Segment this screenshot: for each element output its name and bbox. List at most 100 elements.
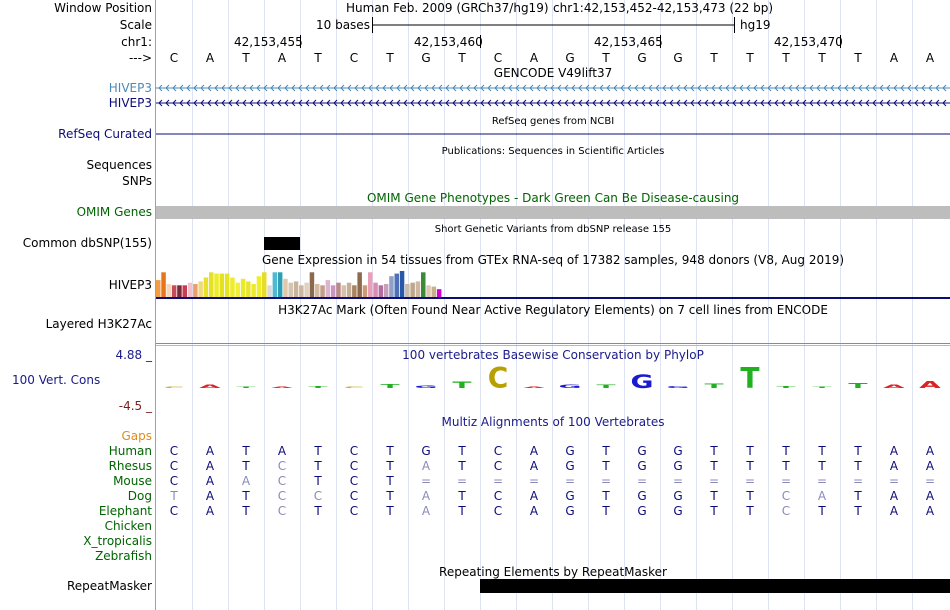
gtex-tissue-bar[interactable] — [341, 285, 347, 297]
gtex-tissue-bar[interactable] — [171, 285, 177, 297]
alignment-base: T — [818, 504, 826, 518]
ruler-base: T — [242, 51, 250, 65]
strand-chevron — [305, 84, 310, 92]
gtex-tissue-bar[interactable] — [161, 272, 166, 297]
gridline — [264, 0, 265, 610]
gtex-tissue-bar[interactable] — [209, 272, 214, 297]
omim-phenotype-bar[interactable] — [156, 206, 950, 219]
gtex-tissue-bar[interactable] — [214, 273, 219, 297]
h3k27ac-signal-line[interactable] — [156, 343, 950, 344]
gtex-tissue-bar[interactable] — [193, 284, 198, 297]
scale-bar-text: 10 bases — [316, 18, 370, 32]
gtex-tissue-bar[interactable] — [304, 282, 309, 297]
gtex-tissue-bar[interactable] — [362, 285, 368, 297]
strand-chevron — [746, 84, 751, 92]
gridline — [516, 0, 517, 610]
gtex-tissue-bar[interactable] — [415, 281, 421, 297]
strand-chevron — [235, 99, 240, 107]
gtex-tissue-bar[interactable] — [436, 289, 442, 297]
gtex-tissue-bar[interactable] — [315, 284, 320, 297]
gencode-transcripts[interactable] — [156, 0, 950, 110]
gtex-tissue-bar[interactable] — [267, 285, 272, 297]
track-label-repeatmasker[interactable]: RepeatMasker — [66, 579, 152, 593]
gtex-tissue-bar[interactable] — [156, 280, 161, 297]
gtex-tissue-bar[interactable] — [187, 282, 193, 297]
gtex-tissue-bar[interactable] — [256, 276, 262, 297]
gtex-tissue-bar[interactable] — [309, 272, 315, 297]
gtex-tissue-bar[interactable] — [177, 285, 182, 297]
gtex-tissue-bar[interactable] — [383, 284, 389, 297]
gtex-tissue-bar[interactable] — [330, 285, 336, 297]
track-label-snps[interactable]: SNPs — [122, 174, 152, 188]
gtex-tissue-bar[interactable] — [373, 282, 378, 297]
alignment-base: = — [780, 474, 792, 488]
gtex-tissue-bar[interactable] — [224, 273, 230, 297]
strand-chevron — [921, 84, 926, 92]
repeat-element-block[interactable] — [480, 579, 950, 593]
gtex-tissue-bar[interactable] — [378, 285, 384, 297]
strand-chevron — [935, 84, 940, 92]
alignment-base: G — [421, 444, 431, 458]
track-label-vert-cons[interactable]: 100 Vert. Cons — [12, 373, 101, 387]
gridline — [696, 0, 697, 610]
gtex-tissue-bar[interactable] — [288, 282, 294, 297]
gtex-tissue-bar[interactable] — [352, 285, 357, 297]
gtex-tissue-bar[interactable] — [325, 280, 331, 297]
track-label-omim-genes[interactable]: OMIM Genes — [76, 205, 152, 219]
gtex-tissue-bar[interactable] — [299, 285, 304, 297]
gtex-tissue-bar[interactable] — [262, 272, 267, 297]
gtex-tissue-bar[interactable] — [357, 272, 362, 297]
gtex-tissue-bar[interactable] — [203, 277, 209, 298]
gtex-tissue-bar[interactable] — [246, 281, 251, 297]
track-label-sequences[interactable]: Sequences — [86, 158, 152, 172]
alignment-base: A — [205, 504, 215, 518]
track-label-gtex-hivep3[interactable]: HIVEP3 — [108, 278, 152, 292]
gtex-tissue-bar[interactable] — [219, 273, 225, 297]
gtex-tissue-bar[interactable] — [240, 278, 246, 297]
gtex-tissue-bar[interactable] — [293, 281, 299, 297]
alignment-base: = — [564, 474, 576, 488]
gtex-tissue-bar[interactable] — [368, 272, 373, 297]
gtex-tissue-bar[interactable] — [389, 276, 394, 297]
gtex-tissue-bar[interactable] — [410, 282, 415, 297]
strand-chevron — [865, 84, 870, 92]
gtex-tissue-bar[interactable] — [426, 285, 431, 297]
gtex-tissue-bar[interactable] — [198, 281, 203, 297]
strand-chevron — [396, 99, 401, 107]
gtex-tissue-bar[interactable] — [182, 285, 188, 297]
strand-chevron — [459, 84, 464, 92]
track-label-layered-h3k27ac[interactable]: Layered H3K27Ac — [45, 317, 152, 331]
strand-chevron — [214, 84, 219, 92]
gtex-tissue-bar[interactable] — [421, 272, 426, 297]
gtex-tissue-bar[interactable] — [251, 284, 256, 297]
track-label-hivep3-gencode-1[interactable]: HIVEP3 — [108, 81, 152, 95]
strand-chevron — [452, 99, 457, 107]
conservation-logo[interactable]: C A T A T C T G T C A G T G G T T T T T A A — [156, 0, 950, 400]
gtex-tissue-bar[interactable] — [166, 284, 172, 297]
gtex-tissue-bar[interactable] — [272, 272, 278, 297]
gtex-tissue-bar[interactable] — [283, 278, 288, 297]
strand-chevron — [522, 84, 527, 92]
track-label-hivep3-gencode-2[interactable]: HIVEP3 — [108, 96, 152, 110]
alignment-base: A — [529, 459, 539, 473]
gtex-tissue-bar[interactable] — [230, 277, 235, 298]
strand-chevron — [473, 84, 478, 92]
gtex-tissue-bar[interactable] — [336, 282, 341, 297]
gtex-tissue-bar[interactable] — [346, 282, 352, 297]
refseq-gene-line[interactable] — [156, 0, 950, 140]
alignment-base: T — [710, 504, 718, 518]
gtex-tissue-bar[interactable] — [399, 271, 405, 297]
gtex-tissue-bar[interactable] — [431, 286, 437, 297]
strand-chevron — [655, 99, 660, 107]
gtex-tissue-bar[interactable] — [235, 282, 241, 297]
track-label-common-dbsnp[interactable]: Common dbSNP(155) — [22, 236, 152, 250]
dbsnp-variant-block[interactable] — [264, 237, 300, 250]
gtex-tissue-bar[interactable] — [405, 284, 410, 297]
gtex-tissue-bar[interactable] — [394, 273, 400, 297]
gtex-expression-bars[interactable] — [156, 0, 950, 300]
track-data-area[interactable]: Human Feb. 2009 (GRCh37/hg19) chr1:42,15… — [156, 0, 950, 610]
gtex-tissue-bar[interactable] — [277, 272, 283, 297]
gtex-tissue-bar[interactable] — [320, 285, 325, 297]
track-label-refseq-curated[interactable]: RefSeq Curated — [58, 127, 152, 141]
strand-chevron — [739, 84, 744, 92]
